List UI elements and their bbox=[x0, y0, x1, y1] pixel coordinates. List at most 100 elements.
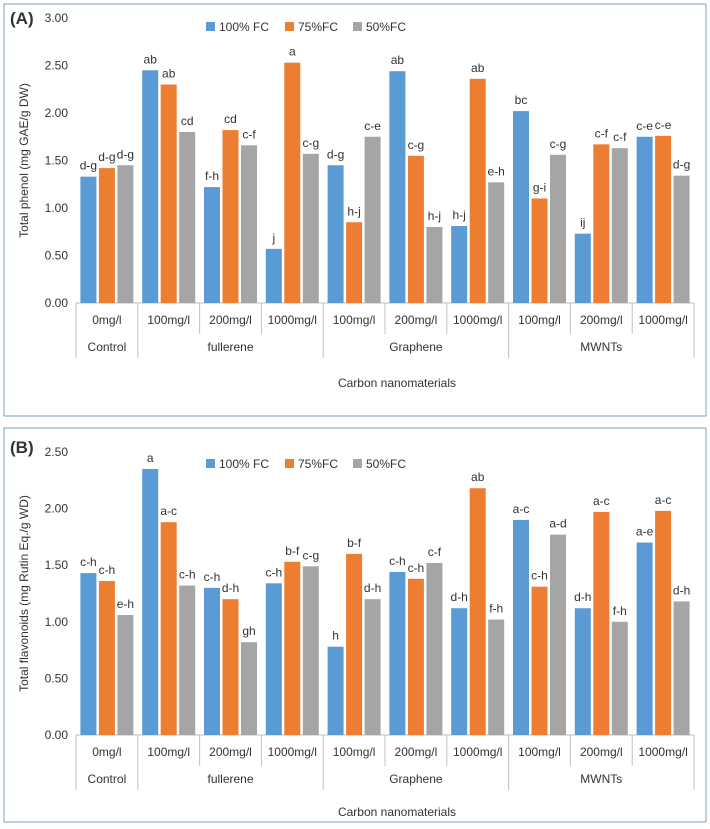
legend-swatch bbox=[206, 459, 215, 468]
bar-significance-label: d-g bbox=[673, 158, 690, 172]
bar-significance-label: c-g bbox=[302, 136, 319, 150]
bar-significance-label: g-i bbox=[533, 181, 546, 195]
bar-50-fc bbox=[550, 154, 566, 303]
x-category-label: 100mg/l bbox=[333, 313, 376, 327]
bar-100-fc bbox=[513, 111, 529, 303]
bar-significance-label: d-g bbox=[80, 159, 97, 173]
bar-50-fc bbox=[364, 599, 381, 735]
chart-panel-b: (B) 0.00 0.50 1.00 1.50 2.00 2.50 Total flavono… bbox=[3, 427, 707, 823]
bar-100-fc bbox=[389, 71, 406, 303]
legend-swatch bbox=[206, 22, 215, 31]
bar-75-fc bbox=[469, 488, 486, 735]
y-tick-label: 2.00 bbox=[45, 502, 69, 516]
legend-label: 100% FC bbox=[219, 20, 269, 34]
x-category-label: 100mg/l bbox=[333, 745, 376, 759]
bar-100-fc bbox=[327, 646, 344, 735]
bar-50-fc bbox=[488, 182, 505, 303]
bar-75-fc bbox=[655, 135, 672, 303]
x-group-label: Graphene bbox=[389, 772, 443, 786]
bar-significance-label: cd bbox=[181, 114, 194, 128]
bar-75-fc bbox=[98, 581, 115, 735]
bar-significance-label: a-c bbox=[593, 494, 610, 508]
y-tick-label: 0.00 bbox=[45, 296, 69, 310]
bar-significance-label: ab bbox=[471, 470, 485, 484]
bar-75-fc bbox=[531, 198, 548, 303]
bar-significance-label: bc bbox=[515, 93, 528, 107]
bar-100-fc bbox=[142, 468, 159, 735]
bar-75-fc bbox=[655, 510, 672, 735]
bar-significance-label: a-d bbox=[549, 517, 566, 531]
bar-significance-label: a-c bbox=[160, 504, 177, 518]
bar-significance-label: c-h bbox=[531, 569, 548, 583]
bar-significance-label: c-f bbox=[242, 127, 256, 141]
bar-significance-label: h-j bbox=[347, 204, 360, 218]
legend-label: 75%FC bbox=[298, 20, 338, 34]
bar-50-fc bbox=[179, 585, 196, 735]
bar-50-fc bbox=[673, 175, 690, 303]
y-tick-label: 0.00 bbox=[45, 728, 69, 742]
bar-100-fc bbox=[451, 226, 468, 303]
bar-significance-label: a bbox=[147, 451, 154, 465]
bar-75-fc bbox=[284, 561, 301, 735]
legend: 100% FC 75%FC 50%FC bbox=[206, 20, 406, 34]
bar-100-fc bbox=[513, 519, 529, 735]
bar-100-fc bbox=[80, 573, 97, 735]
bar-100-fc bbox=[636, 542, 653, 735]
bar-significance-label: f-h bbox=[205, 169, 219, 183]
bar-significance-label: c-g bbox=[302, 548, 319, 562]
x-axis-label: Carbon nanomaterials bbox=[338, 805, 456, 819]
bar-significance-label: j bbox=[271, 231, 275, 245]
x-category-label: 200mg/l bbox=[209, 745, 252, 759]
y-tick-label: 3.00 bbox=[45, 11, 69, 25]
x-group-label: MWNTs bbox=[580, 772, 622, 786]
bar-significance-label: c-h bbox=[408, 561, 425, 575]
bar-50-fc bbox=[364, 136, 381, 303]
bar-50-fc bbox=[302, 153, 319, 303]
x-category-label: 100mg/l bbox=[147, 313, 190, 327]
bar-100-fc bbox=[204, 587, 220, 735]
bar-100-fc bbox=[574, 233, 591, 303]
bar-significance-label: f-h bbox=[613, 604, 627, 618]
bar-75-fc bbox=[346, 222, 363, 303]
y-tick-label: 1.50 bbox=[45, 558, 69, 572]
legend-label: 100% FC bbox=[219, 457, 269, 471]
bar-50-fc bbox=[611, 621, 628, 735]
y-tick-label: 0.50 bbox=[45, 249, 69, 263]
bar-75-fc bbox=[593, 144, 610, 303]
bar-75-fc bbox=[98, 168, 115, 303]
bar-100-fc bbox=[80, 176, 97, 303]
bar-significance-label: d-g bbox=[98, 150, 115, 164]
x-group-label: fullerene bbox=[207, 340, 253, 354]
bar-50-fc bbox=[117, 615, 134, 735]
legend: 100% FC 75%FC 50%FC bbox=[206, 457, 406, 471]
x-category-label: 200mg/l bbox=[209, 313, 252, 327]
bar-significance-label: a bbox=[289, 45, 296, 59]
bar-100-fc bbox=[142, 70, 159, 303]
x-category-label: 200mg/l bbox=[395, 745, 438, 759]
bar-significance-label: c-h bbox=[389, 554, 406, 568]
bar-significance-label: ab bbox=[162, 67, 176, 81]
bar-significance-label: d-g bbox=[327, 147, 344, 161]
panel-label: (A) bbox=[10, 9, 34, 28]
y-tick-label: 2.50 bbox=[45, 445, 69, 459]
bar-significance-label: c-h bbox=[265, 565, 282, 579]
bar-significance-label: e-h bbox=[117, 597, 134, 611]
x-group-label: MWNTs bbox=[580, 340, 622, 354]
bar-significance-label: h-j bbox=[453, 208, 466, 222]
bar-75-fc bbox=[346, 553, 363, 735]
bar-significance-label: a-e bbox=[636, 525, 654, 539]
bar-100-fc bbox=[389, 571, 406, 735]
bar-significance-label: b-f bbox=[285, 544, 300, 558]
bar-50-fc bbox=[117, 165, 134, 303]
bar-significance-label: c-g bbox=[408, 138, 425, 152]
x-category-label: 1000mg/l bbox=[453, 745, 502, 759]
bar-50-fc bbox=[550, 534, 566, 735]
x-category-label: 1000mg/l bbox=[453, 313, 502, 327]
y-axis-label: Total phenol (mg GAE/g DW) bbox=[17, 83, 31, 238]
x-category-label: 0mg/l bbox=[92, 313, 121, 327]
x-category-label: 100mg/l bbox=[518, 313, 561, 327]
bar-100-fc bbox=[204, 187, 220, 303]
bar-significance-label: c-f bbox=[428, 545, 442, 559]
